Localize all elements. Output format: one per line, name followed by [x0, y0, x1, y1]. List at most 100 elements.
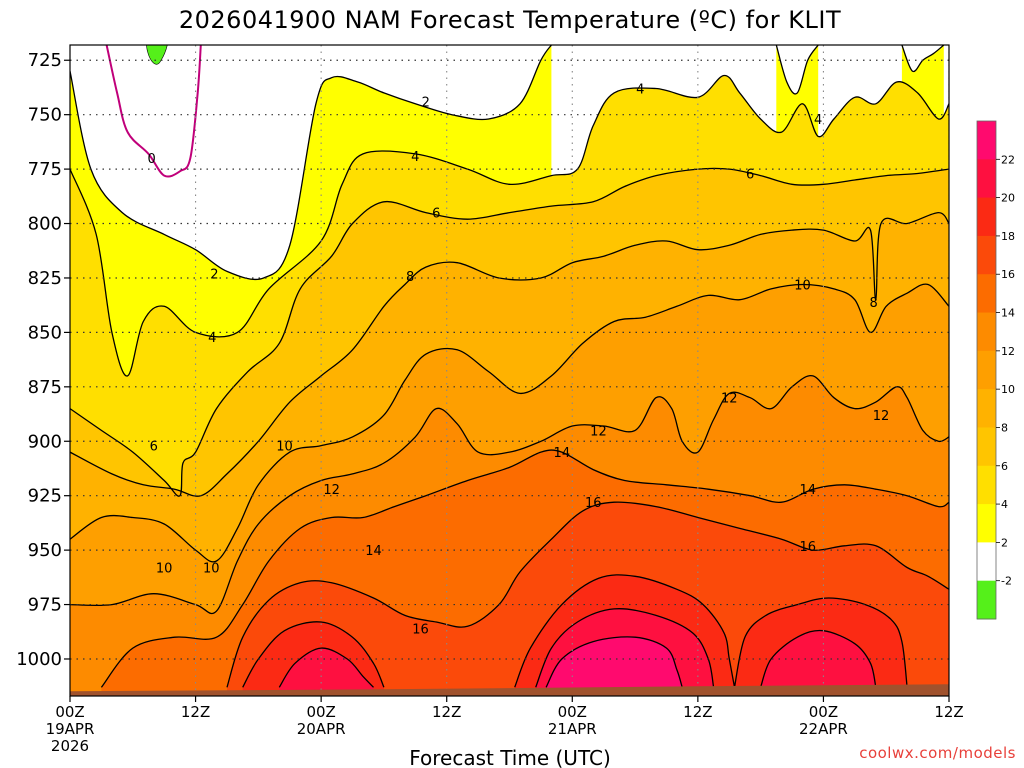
colorbar-tick-label: 14	[1001, 307, 1015, 320]
contour-label-5: 6	[150, 440, 158, 455]
x-tick-label: 00Z	[558, 703, 587, 721]
x-tick-label: 12Z	[934, 703, 963, 721]
x-axis-label: Forecast Time (UTC)	[409, 746, 611, 768]
y-tick-label: 875	[28, 377, 62, 398]
colorbar-bin-22-24	[977, 121, 996, 160]
contour-label-extra-7: 8	[870, 296, 878, 311]
y-tick-label: 850	[28, 322, 62, 343]
y-tick-label: 825	[28, 268, 62, 289]
isotherm-14-9	[100, 449, 949, 688]
x-tick-label: 00Z	[55, 703, 84, 721]
isotherm-2-2	[775, 45, 819, 95]
contour-label-10: 16	[412, 623, 429, 638]
colorbar-bin-10-12	[977, 350, 996, 390]
colorbar-tick-label: 10	[1001, 383, 1015, 396]
contour-label-extra-1: 4	[411, 150, 419, 165]
colorbar-tick-label: 2	[1001, 536, 1008, 549]
contour-label-extra-9: 12	[873, 409, 890, 424]
isotherm-lines	[70, 45, 949, 688]
colorbar-tick-label: 18	[1001, 230, 1015, 243]
isotherm-12-8	[70, 374, 949, 615]
y-tick-label: 750	[28, 105, 62, 126]
contour-label-extra-8: 12	[721, 392, 738, 407]
y-axis: 725 750 775 800 825 850 875 900 925 950 975 1000	[16, 50, 70, 670]
x-tick-label: 20APR	[297, 720, 346, 738]
contour-label-1: 2	[210, 268, 218, 283]
x-tick-label: 00Z	[809, 703, 838, 721]
y-tick-label: 900	[28, 431, 62, 452]
isotherm-22-17	[545, 636, 683, 688]
y-tick-label: 975	[28, 595, 62, 616]
colorbar-bin--2-2	[977, 542, 996, 582]
colorbar-tick-label: 8	[1001, 421, 1008, 434]
contour-label-7: 10	[203, 562, 220, 577]
contour-label-extra-14: 10	[276, 440, 293, 455]
contour-label-0: 0	[147, 152, 155, 167]
contour-label-9: 14	[365, 544, 382, 559]
colorbar-tick-label: 4	[1001, 498, 1008, 511]
isotherm-18-12	[514, 574, 736, 688]
y-tick-label: 800	[28, 214, 62, 235]
isotherm-6-5	[70, 167, 949, 497]
contour-label-extra-6: 10	[794, 278, 811, 293]
x-tick-label: 21APR	[548, 720, 597, 738]
x-tick-label: 12Z	[181, 703, 210, 721]
x-tick-label: 19APR	[46, 720, 95, 738]
band-20-14	[279, 648, 374, 696]
isotherm-16-10	[226, 501, 949, 688]
colorbar-tick-label: 6	[1001, 460, 1008, 473]
colorbar-tick-label: -2	[1001, 575, 1012, 588]
temperature-bands	[70, 45, 949, 696]
x-tick-label: 00Z	[306, 703, 335, 721]
colorbar-bin-16-18	[977, 235, 996, 275]
colorbar-bin-4-6	[977, 465, 996, 505]
contour-labels: 0 2 4 6 8 10 12 14 16 2 4 6 4 6 4 10 8 12 12 14 16 14 16 10 12 10	[147, 83, 890, 638]
x-tick-label: 22APR	[799, 720, 848, 738]
x-tick-label: 12Z	[683, 703, 712, 721]
contour-label-extra-15: 12	[323, 483, 340, 498]
colorbar-tick-label: 16	[1001, 268, 1015, 281]
contour-label-extra-2: 6	[432, 207, 440, 222]
y-tick-label: 775	[28, 159, 62, 180]
contour-label-extra-16: 10	[156, 562, 173, 577]
contour-label-4: 4	[208, 331, 216, 346]
colorbar-bin-14-16	[977, 274, 996, 314]
colorbar-bin-<-2	[977, 580, 996, 620]
isotherm-10-7	[70, 283, 949, 563]
x-tick-label: 12Z	[432, 703, 461, 721]
plot-frame	[69, 44, 950, 697]
isotherm-4-4	[70, 74, 949, 377]
colorbar-bin-2-4	[977, 504, 996, 543]
band-20-16	[760, 630, 876, 696]
contour-label-extra-10: 14	[554, 446, 571, 461]
colorbar-tick-label: 12	[1001, 345, 1015, 358]
contour-label-extra-12: 14	[799, 483, 816, 498]
x-tick-label: 2026	[51, 737, 89, 755]
isotherm-20-15	[535, 608, 715, 688]
colorbar: 22 20 18 16 14 12 10 8 6 4 2 -2	[976, 120, 1015, 620]
contour-label-extra-13: 16	[799, 540, 816, 555]
colorbar-bin-12-14	[977, 312, 996, 352]
colorbar-tick-label: 22	[1001, 153, 1015, 166]
colorbar-frame	[976, 120, 997, 620]
colorbar-tick-label: 20	[1001, 192, 1015, 205]
contour-label-extra-4: 6	[746, 167, 754, 182]
colorbar-bin-6-8	[977, 427, 996, 467]
colorbar-bin-18-20	[977, 197, 996, 237]
contour-label-8: 12	[590, 424, 607, 439]
ground-terrain	[70, 684, 949, 696]
contour-label-6: 8	[406, 270, 414, 285]
contour-label-extra-3: 4	[636, 83, 644, 98]
colorbar-bin-8-10	[977, 389, 996, 428]
isotherm-18-11	[242, 621, 385, 688]
y-tick-label: 950	[28, 540, 62, 561]
credit-text: coolwx.com/models	[859, 744, 1016, 762]
contour-label-extra-5: 4	[814, 113, 822, 128]
contour-label-extra-0: 2	[422, 96, 430, 111]
isotherm-20-14	[278, 647, 374, 688]
plot-area: 0 2 4 6 8 10 12 14 16 2 4 6 4 6 4 10 8 12 12 14 16 14 16 10 12 10	[70, 45, 949, 696]
isotherm-8-6	[70, 211, 949, 497]
y-tick-label: 925	[28, 486, 62, 507]
